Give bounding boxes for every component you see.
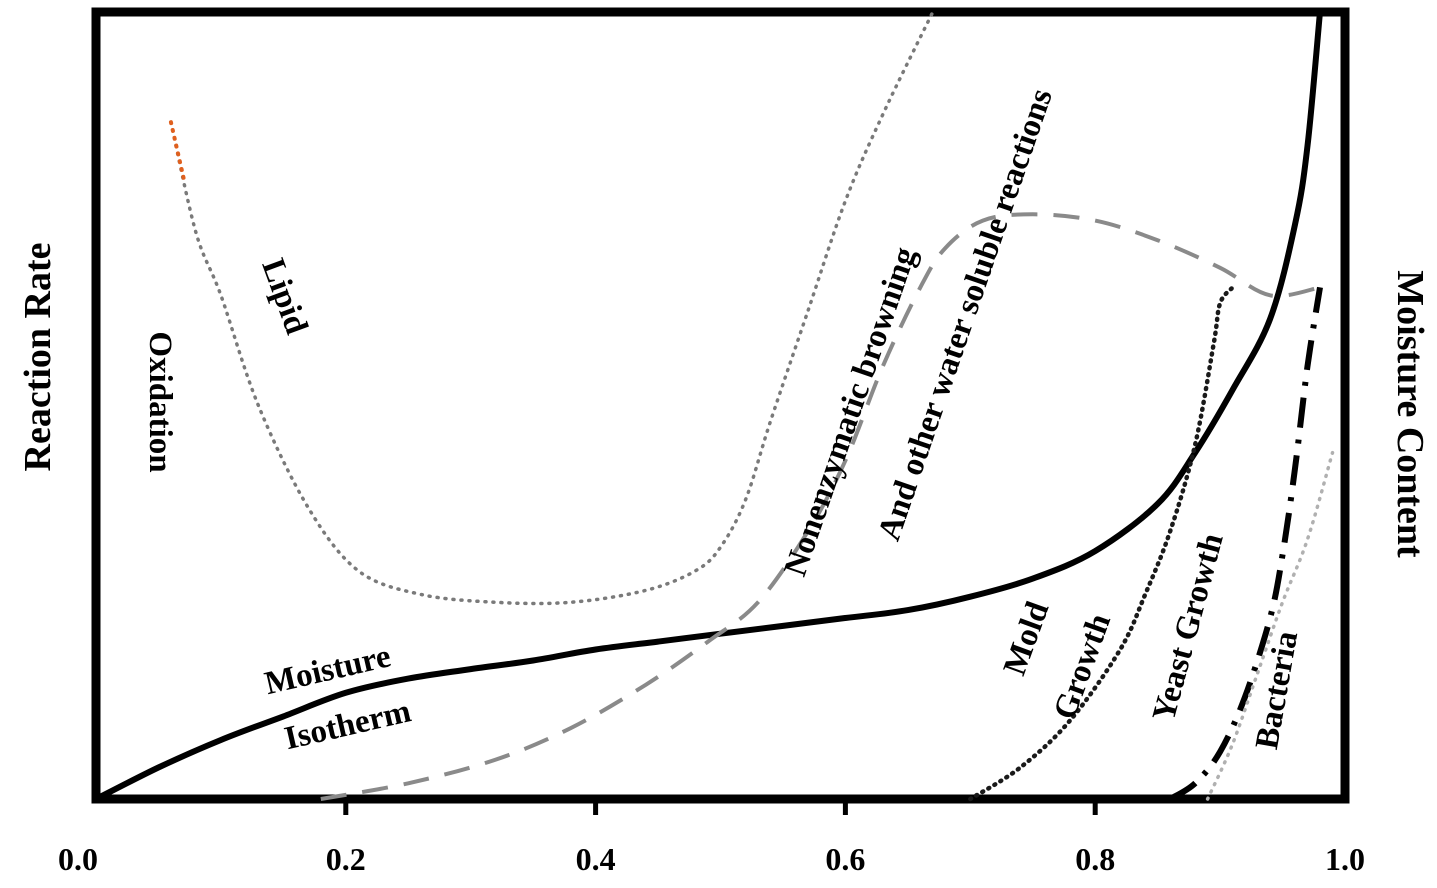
bacteria-curve — [1205, 450, 1335, 801]
x-tick-label: 0.0 — [58, 841, 98, 877]
y-axis-label: Reaction Rate — [17, 243, 59, 472]
x-tick-label: 0.8 — [1075, 841, 1115, 877]
x-tick-label: 1.0 — [1325, 841, 1365, 877]
x-tick-label: 0.6 — [825, 841, 865, 877]
moisture-label: Moisture — [261, 638, 394, 702]
x-tick-layer: 0.0 0.2 0.4 0.6 0.8 1.0 — [58, 801, 1365, 877]
isotherm-label: Isotherm — [281, 693, 414, 757]
lipid-oxidation-highlight — [168, 120, 187, 185]
series-layer — [93, 9, 1335, 802]
oxidation-label: Oxidation — [142, 331, 178, 472]
lipid-oxidation-curve — [169, 10, 935, 606]
x-tick-label: 0.4 — [576, 841, 616, 877]
lipid-label: Lipid — [254, 254, 314, 339]
y2-axis-label: Moisture Content — [1389, 270, 1431, 558]
nonenzymatic-browning-curve — [320, 212, 1321, 801]
mold-growth-label: Growth — [1047, 609, 1118, 724]
mold-growth-curve — [968, 285, 1235, 802]
bacteria-label: Bacteria — [1249, 628, 1305, 752]
mold-label: Mold — [997, 597, 1057, 680]
plot-frame — [91, 7, 1350, 804]
moisture-isotherm-curve — [93, 9, 1323, 802]
x-tick-label: 0.2 — [326, 841, 366, 877]
